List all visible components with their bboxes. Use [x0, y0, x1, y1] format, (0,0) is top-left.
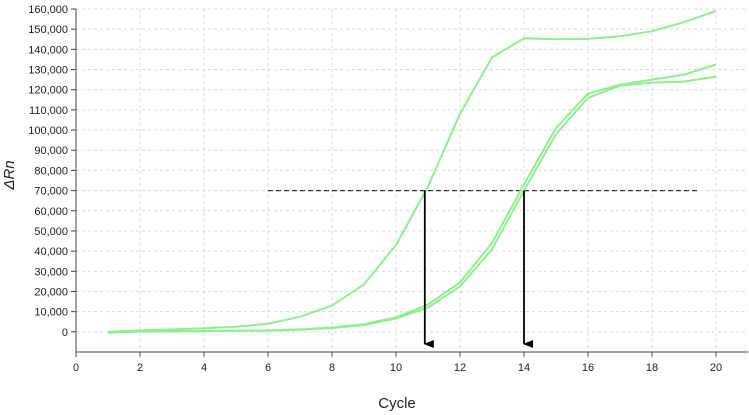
y-tick-label: 100,000 [28, 125, 68, 137]
x-tick-label: 6 [265, 362, 271, 374]
y-tick-label: 10,000 [34, 307, 68, 319]
y-tick-label: 60,000 [34, 206, 68, 218]
y-tick-label: 120,000 [28, 85, 68, 97]
y-tick-label: 80,000 [34, 165, 68, 177]
series-line-3 [107, 75, 717, 334]
y-axis-title: ΔRn [1, 160, 18, 190]
y-ticks: 0 10,000 20,000 30,000 40,000 50,000 60,000 70,… [28, 4, 76, 339]
series-layer [107, 10, 717, 334]
x-tick-label: 4 [201, 362, 207, 374]
x-tick-label: 20 [710, 362, 722, 374]
y-tick-label: 110,000 [29, 105, 68, 117]
x-tick-label: 14 [518, 362, 530, 374]
x-tick-label: 18 [646, 362, 658, 374]
x-tick-label: 10 [390, 362, 402, 374]
y-tick-label: 0 [62, 327, 68, 339]
y-tick-label: 90,000 [34, 145, 68, 157]
y-tick-label: 130,000 [28, 65, 68, 77]
grid [76, 8, 748, 352]
y-tick-label: 50,000 [34, 226, 68, 238]
y-tick-label: 150,000 [28, 24, 68, 36]
y-tick-label: 160,000 [28, 4, 68, 16]
plot-frame [75, 9, 748, 353]
series-line-1 [107, 10, 717, 333]
x-tick-label: 2 [137, 362, 143, 374]
x-tick-label: 8 [329, 362, 335, 374]
x-tick-label: 0 [73, 362, 79, 374]
y-tick-label: 70,000 [34, 186, 68, 198]
x-ticks: 0 2 4 6 8 10 12 14 16 18 20 [73, 352, 722, 374]
y-tick-label: 40,000 [34, 246, 68, 258]
y-tick-label: 20,000 [34, 286, 68, 298]
series-line-2 [107, 63, 717, 334]
y-tick-label: 30,000 [34, 266, 68, 278]
x-tick-label: 16 [582, 362, 594, 374]
y-tick-label: 140,000 [28, 44, 68, 56]
x-axis-title: Cycle [378, 395, 416, 412]
arrow-layer [423, 190, 533, 348]
x-tick-label: 12 [454, 362, 466, 374]
